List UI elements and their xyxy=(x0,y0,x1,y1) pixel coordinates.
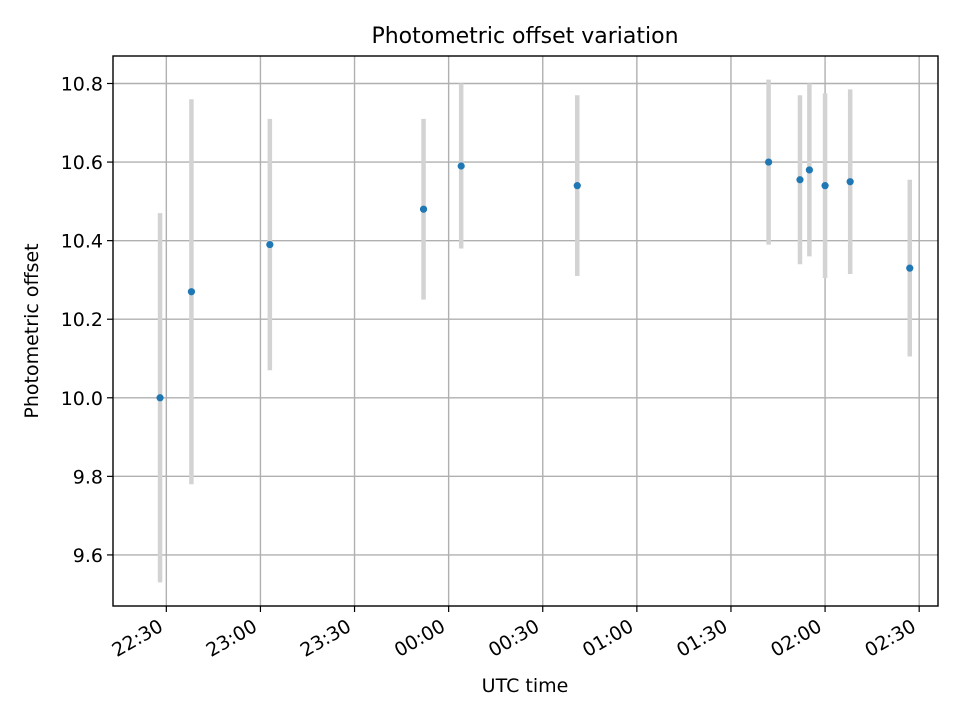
data-point xyxy=(821,182,829,190)
x-axis-ticks: 22:30 23:00 23:30 00:00 00:30 01:00 01:30 02:00… xyxy=(108,606,920,662)
x-tick-label: 22:30 xyxy=(108,615,166,661)
x-tick-label: 01:30 xyxy=(673,615,731,661)
y-tick-label: 10.2 xyxy=(61,309,103,331)
y-tick-label: 10.6 xyxy=(61,152,103,174)
y-tick-label: 9.6 xyxy=(73,545,103,567)
x-tick-label: 00:00 xyxy=(391,615,449,661)
x-tick-label: 23:00 xyxy=(203,615,261,661)
data-point xyxy=(805,166,813,174)
x-tick-label: 01:00 xyxy=(579,615,637,661)
x-tick-label: 00:30 xyxy=(485,615,543,661)
y-tick-label: 10.8 xyxy=(61,74,103,96)
data-point xyxy=(156,394,164,402)
data-point xyxy=(187,288,196,296)
y-tick-label: 10.0 xyxy=(61,388,103,410)
y-axis-label: Photometric offset xyxy=(21,243,43,418)
y-tick-label: 10.4 xyxy=(61,231,103,253)
data-points xyxy=(156,158,914,402)
data-point xyxy=(457,162,465,170)
grid xyxy=(113,56,938,606)
x-tick-label: 02:00 xyxy=(767,615,825,661)
error-bars xyxy=(157,79,913,583)
x-tick-label: 02:30 xyxy=(861,615,919,661)
data-point xyxy=(573,182,581,190)
chart-title: Photometric offset variation xyxy=(371,24,678,49)
data-point xyxy=(419,205,428,213)
x-tick-label: 23:30 xyxy=(297,615,355,661)
plot-frame xyxy=(112,55,939,607)
data-point xyxy=(906,264,914,272)
data-point xyxy=(266,240,274,249)
x-axis-label: UTC time xyxy=(482,675,569,697)
data-point xyxy=(765,158,773,166)
data-point xyxy=(796,176,804,184)
y-axis-ticks: 9.6 9.8 10.0 10.2 10.4 10.6 10.8 xyxy=(61,74,113,567)
y-tick-label: 9.8 xyxy=(73,466,103,488)
data-point xyxy=(846,178,854,186)
